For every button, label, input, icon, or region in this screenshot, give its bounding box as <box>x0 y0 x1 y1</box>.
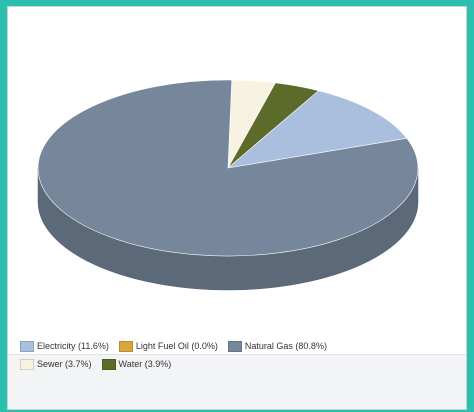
legend-band <box>8 354 466 409</box>
legend-label-sewer: Sewer (3.7%) <box>37 358 92 369</box>
legend-row-2: Sewer (3.7%) Water (3.9%) <box>20 355 460 373</box>
legend-swatch-water <box>101 358 116 370</box>
legend-item-water: Water (3.9%) <box>101 357 172 372</box>
legend-label-light-fuel-oil: Light Fuel Oil (0.0%) <box>135 340 218 351</box>
legend-label-natural-gas: Natural Gas (80.8%) <box>244 340 327 351</box>
legend-item-sewer: Sewer (3.7%) <box>20 357 92 372</box>
legend-swatch-electricity <box>20 340 34 352</box>
chart-legend: Electricity (11.6%) Light Fuel Oil (0.0%… <box>20 337 460 373</box>
legend-swatch-light-fuel-oil <box>118 340 133 352</box>
pie-slice-electricity <box>226 90 408 169</box>
pie-slice-natural-gas <box>37 79 419 257</box>
legend-item-light-fuel-oil: Light Fuel Oil (0.0%) <box>118 339 218 354</box>
legend-label-water: Water (3.9%) <box>118 358 172 369</box>
legend-label-electricity: Electricity (11.6%) <box>37 340 109 351</box>
legend-swatch-natural-gas <box>227 340 242 352</box>
legend-item-electricity: Electricity (11.6%) <box>20 339 109 354</box>
legend-swatch-sewer <box>20 358 34 370</box>
legend-row-1: Electricity (11.6%) Light Fuel Oil (0.0%… <box>20 337 460 355</box>
legend-item-natural-gas: Natural Gas (80.8%) <box>227 339 327 354</box>
pie-top-faces <box>37 79 419 257</box>
